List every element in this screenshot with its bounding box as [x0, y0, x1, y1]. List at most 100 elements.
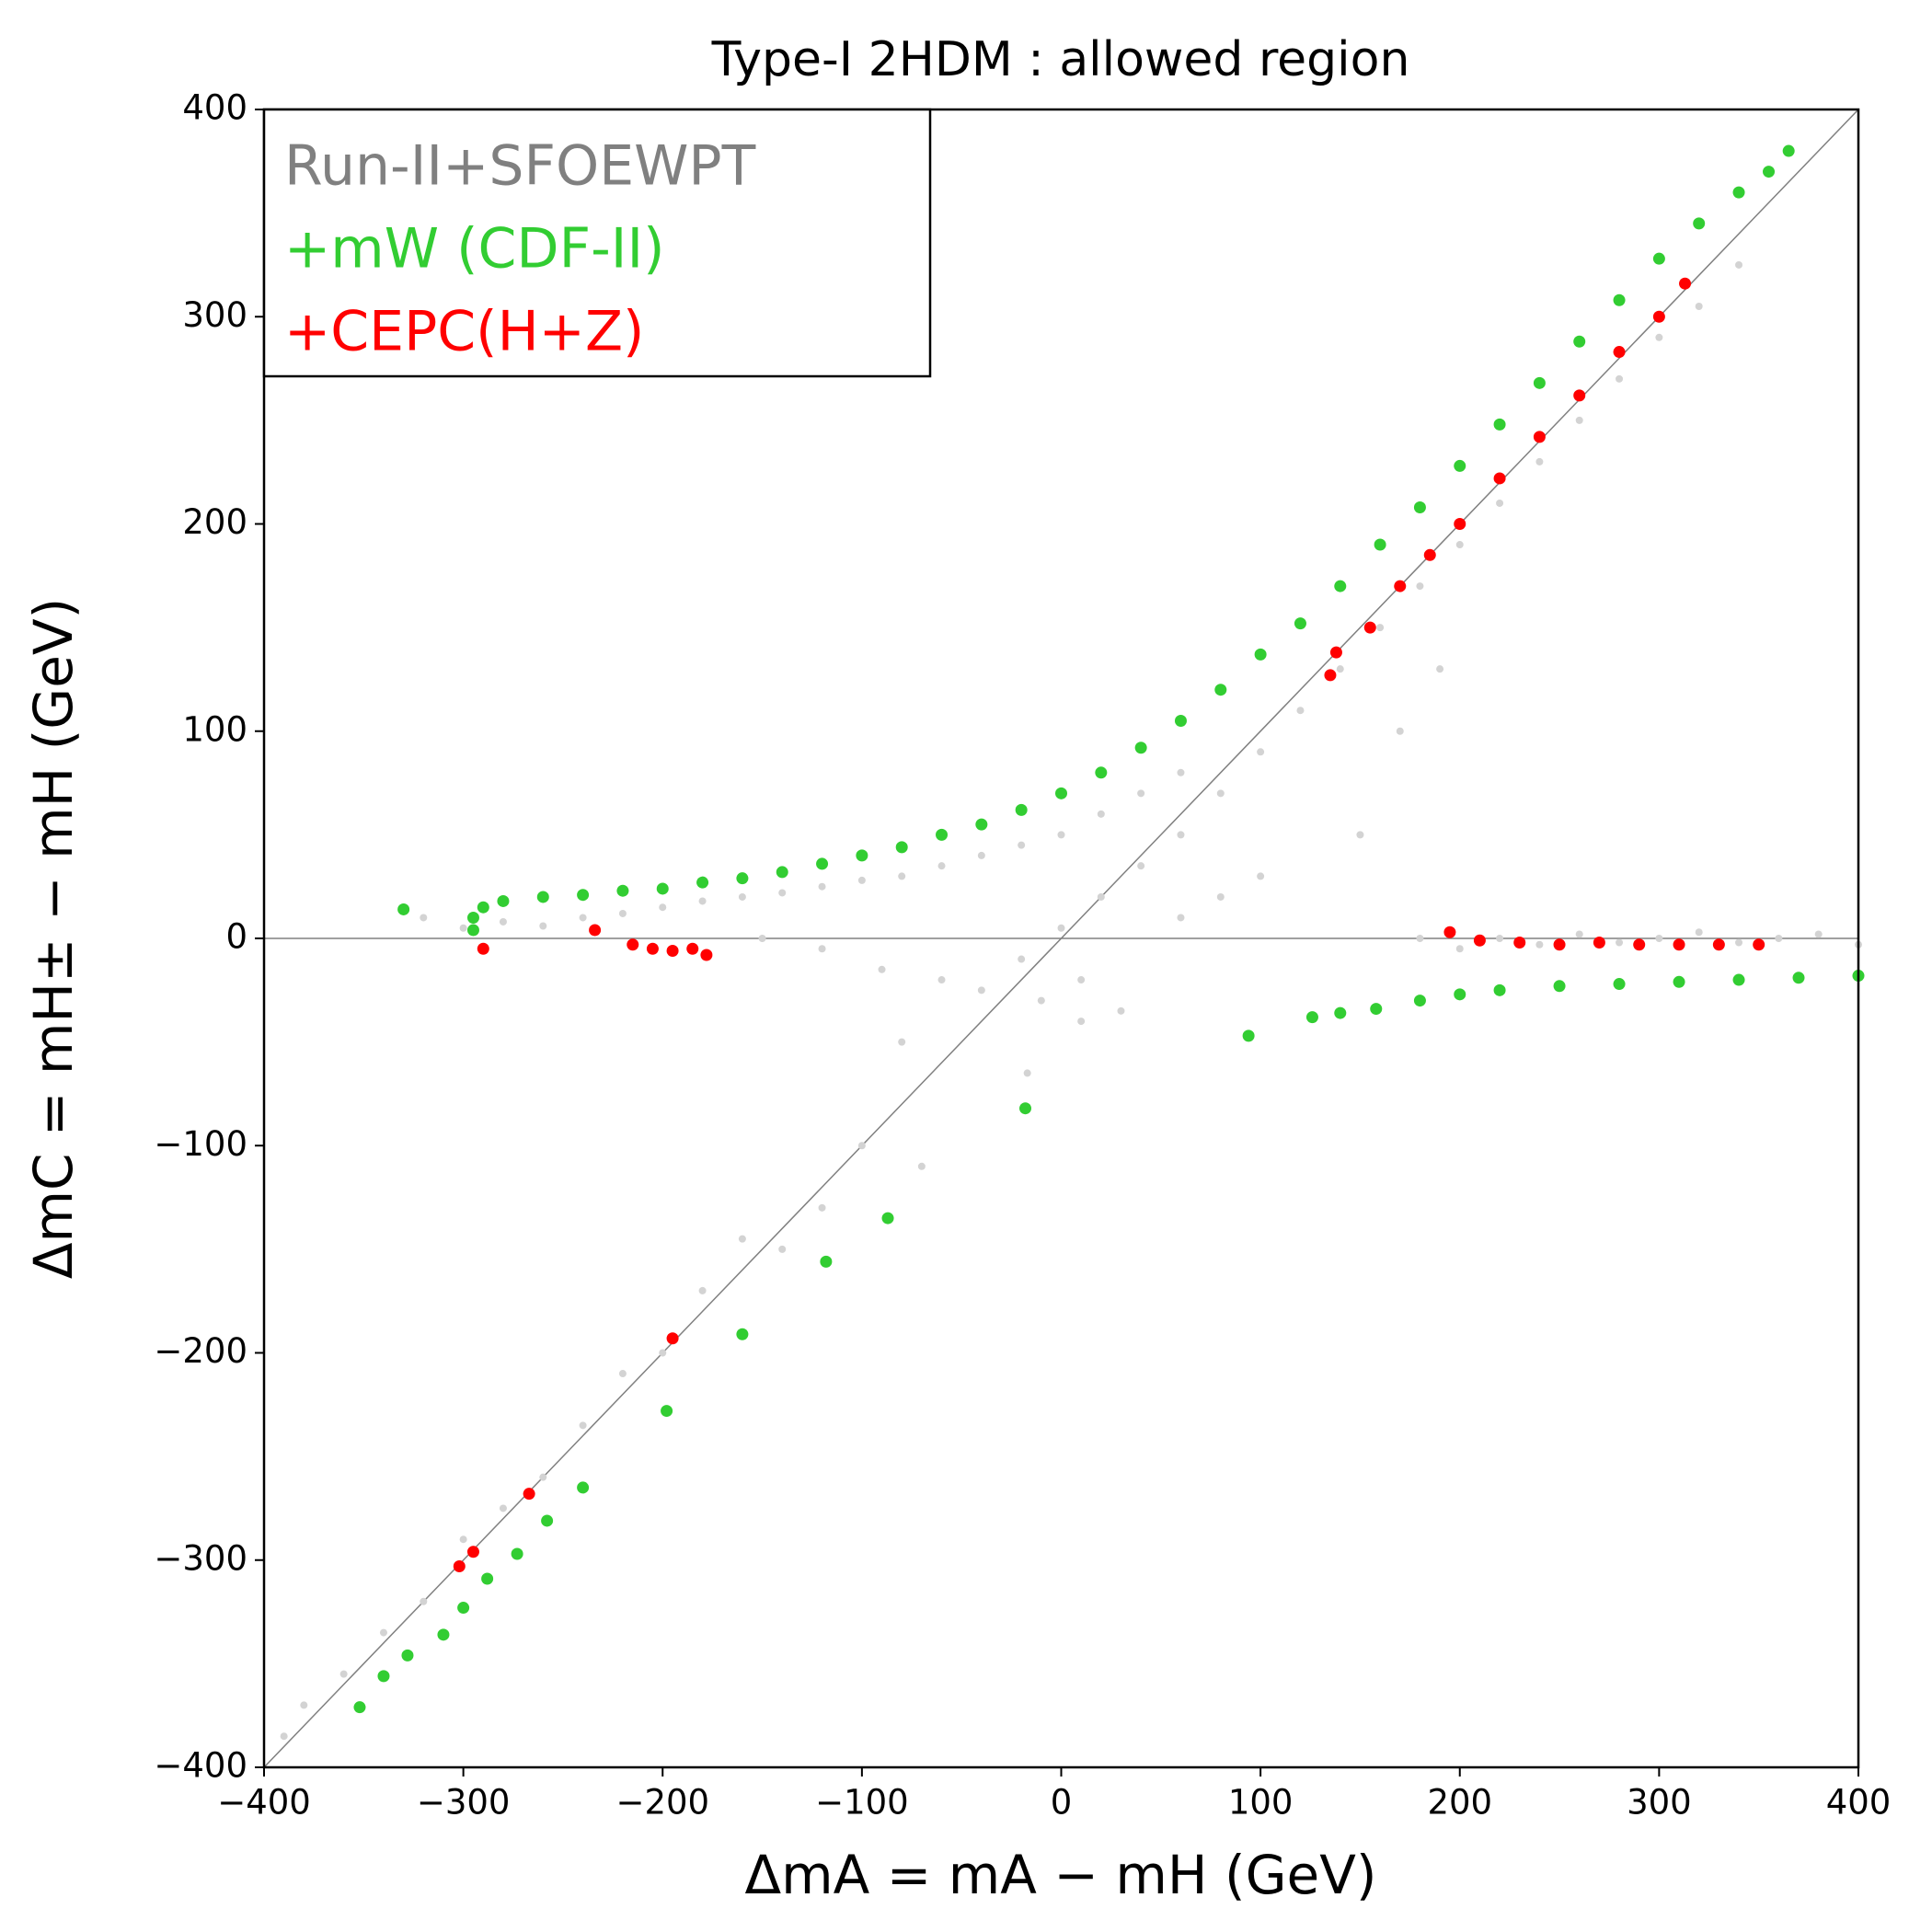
point — [1363, 621, 1376, 634]
point — [1015, 803, 1028, 816]
point — [1616, 374, 1624, 383]
point — [1455, 541, 1464, 549]
x-tick-label: 400 — [1826, 1783, 1892, 1823]
x-tick-label: 0 — [1051, 1783, 1073, 1823]
point — [898, 872, 906, 880]
point — [1655, 935, 1663, 942]
point — [466, 911, 479, 924]
point — [977, 851, 985, 859]
legend-box — [262, 108, 932, 378]
point — [1695, 928, 1703, 937]
point — [1454, 518, 1466, 530]
point — [1553, 980, 1566, 993]
point — [659, 1349, 667, 1357]
y-axis-label: ΔmC = mH± − mH (GeV) — [22, 598, 85, 1279]
point — [1693, 217, 1706, 230]
point — [686, 942, 699, 955]
point — [1613, 293, 1626, 306]
point — [816, 857, 829, 870]
point — [397, 903, 410, 915]
point — [459, 924, 467, 932]
point — [1732, 186, 1745, 199]
point — [1294, 617, 1306, 630]
point — [1097, 892, 1105, 901]
point — [895, 841, 908, 854]
x-tick-label: −200 — [615, 1783, 709, 1823]
point — [1496, 499, 1504, 507]
point — [1775, 935, 1783, 942]
point — [401, 1649, 414, 1662]
point — [1493, 418, 1506, 431]
point — [1117, 1006, 1125, 1015]
point — [857, 876, 866, 884]
point — [1018, 955, 1026, 963]
point — [1782, 144, 1795, 157]
point — [1496, 935, 1504, 942]
point — [1712, 938, 1725, 951]
point — [736, 872, 749, 885]
point — [1037, 996, 1045, 1005]
point — [1242, 1029, 1255, 1042]
point — [577, 1481, 590, 1494]
point — [1214, 684, 1227, 696]
point — [1370, 1003, 1383, 1016]
point — [736, 1328, 749, 1340]
point — [1019, 1102, 1032, 1115]
point — [1413, 995, 1426, 1007]
point — [1443, 926, 1456, 938]
point — [618, 909, 627, 917]
point — [1305, 1011, 1318, 1024]
point — [1057, 831, 1065, 839]
point — [977, 986, 985, 995]
point — [1493, 472, 1506, 485]
x-tick-label: −300 — [417, 1783, 511, 1823]
point — [1356, 831, 1364, 839]
point — [661, 1405, 673, 1418]
point — [1792, 972, 1805, 984]
legend-label: +CEPC(H+Z) — [284, 300, 644, 364]
point — [1177, 914, 1185, 922]
point — [627, 938, 639, 951]
y-tick-label: 400 — [182, 88, 247, 128]
point — [477, 901, 489, 914]
point — [700, 949, 713, 961]
y-tick-label: −400 — [154, 1746, 247, 1786]
point — [937, 862, 946, 870]
point — [579, 914, 587, 922]
point — [1334, 1006, 1347, 1019]
point — [1095, 766, 1108, 779]
point — [1018, 841, 1026, 849]
y-tick-label: −300 — [154, 1538, 247, 1578]
point — [1652, 310, 1665, 323]
point — [1633, 938, 1646, 951]
point — [420, 914, 428, 922]
point — [1535, 457, 1544, 466]
point — [856, 849, 868, 862]
point — [1376, 624, 1385, 632]
x-tick-label: 300 — [1627, 1783, 1692, 1823]
point — [1573, 389, 1586, 402]
point — [541, 1514, 554, 1527]
point — [1329, 646, 1342, 659]
y-tick-label: 300 — [182, 295, 247, 335]
y-tick-label: 0 — [225, 917, 247, 957]
legend-label: +mW (CDF-II) — [284, 217, 665, 282]
point — [659, 903, 667, 912]
point — [1573, 335, 1586, 348]
point — [1454, 459, 1466, 472]
point — [1257, 748, 1265, 756]
point — [1097, 810, 1105, 818]
point — [1216, 789, 1225, 798]
point — [536, 891, 549, 903]
legend-label: Run-II+SFOEWPT — [284, 134, 756, 199]
point — [1216, 892, 1225, 901]
point — [1535, 940, 1544, 949]
point — [420, 1597, 428, 1605]
y-tick-label: −100 — [154, 1124, 247, 1164]
point — [466, 924, 479, 937]
point — [539, 922, 547, 930]
point — [666, 1332, 679, 1345]
point — [1763, 166, 1776, 178]
point — [523, 1488, 535, 1501]
